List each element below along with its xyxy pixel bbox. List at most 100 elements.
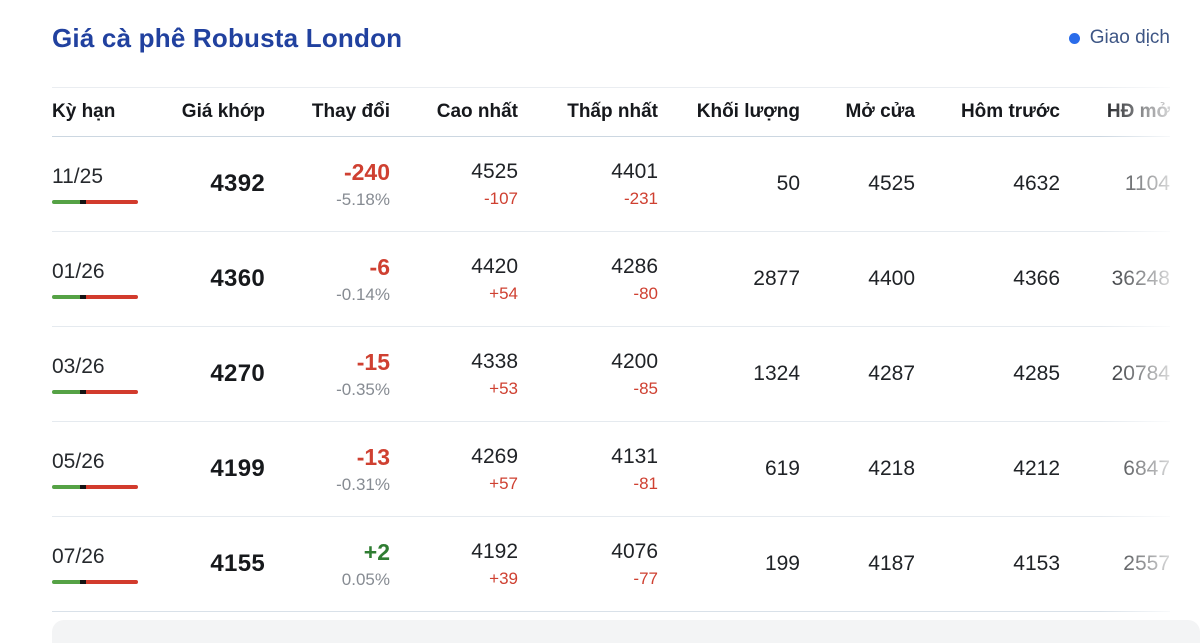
column-header-prev-close: Hôm trước [960,101,1060,122]
column-header-low: Thấp nhất [567,101,658,122]
prev-close-cell: 4153 [1013,552,1060,575]
term-label: 11/25 [52,164,103,188]
range-bar [52,199,138,204]
low-cell: 4076 -77 [518,539,658,589]
high-delta: +39 [489,569,518,589]
table-row: 07/26 4155 +2 0.05% 4192 +39 4076 -77 19… [52,517,1170,612]
change-percent: -5.18% [336,189,390,209]
low-cell: 4401 -231 [518,159,658,209]
open-interest-cell: 20784 [1111,362,1170,385]
change-value: -13 [356,443,390,470]
open-cell: 4218 [868,457,915,480]
prev-close-cell: 4632 [1013,172,1060,195]
status-dot-icon [1068,32,1080,44]
column-header-high: Cao nhất [436,101,518,122]
term-label: 01/26 [52,259,105,283]
term-label: 03/26 [52,354,105,378]
match-price: 4360 [210,265,265,292]
table-row: 11/25 4392 -240 -5.18% 4525 -107 4401 -2… [52,137,1170,232]
term-label: 05/26 [52,449,105,473]
range-bar [52,579,138,584]
prev-close-cell: 4285 [1013,362,1060,385]
column-header-open-interest: HĐ mở [1106,101,1170,122]
change-value: -15 [356,348,390,375]
low-delta: -77 [633,569,658,589]
term-label: 07/26 [52,544,105,568]
open-cell: 4400 [868,267,915,290]
table-row: 03/26 4270 -15 -0.35% 4338 +53 4200 -85 … [52,327,1170,422]
term-cell: 07/26 [52,545,162,584]
high-value: 4420 [471,255,518,279]
widget-topbar: Giá cà phê Robusta London Giao dịch [52,0,1170,59]
match-price: 4199 [210,455,265,482]
open-interest-cell: 6847 [1123,457,1170,480]
term-cell: 03/26 [52,355,162,394]
term-cell: 11/25 [52,165,162,204]
low-cell: 4131 -81 [518,444,658,494]
trading-status[interactable]: Giao dịch [1068,27,1170,49]
change-cell: +2 0.05% [265,539,390,590]
column-header-open: Mở cửa [845,101,915,122]
high-delta: +57 [489,474,518,494]
low-value: 4076 [611,540,658,564]
high-delta: +54 [489,284,518,304]
volume-cell: 1324 [753,362,800,385]
high-value: 4525 [471,160,518,184]
change-percent: -0.14% [336,284,390,304]
term-cell: 05/26 [52,450,162,489]
change-cell: -240 -5.18% [265,159,390,210]
open-interest-cell: 1104 [1124,172,1170,195]
high-cell: 4269 +57 [390,444,518,494]
match-price: 4155 [210,550,265,577]
low-delta: -80 [633,284,658,304]
range-bar [52,294,138,299]
column-header-term: Kỳ hạn [52,101,116,122]
low-delta: -231 [623,189,658,209]
high-cell: 4420 +54 [390,254,518,304]
change-percent: 0.05% [341,569,390,589]
volume-cell: 50 [776,172,800,195]
change-value: -6 [369,253,390,280]
high-cell: 4338 +53 [390,349,518,399]
change-cell: -6 -0.14% [265,254,390,305]
high-value: 4338 [471,350,518,374]
match-price: 4270 [210,360,265,387]
high-cell: 4192 +39 [390,539,518,589]
high-delta: +53 [489,379,518,399]
table-row: 05/26 4199 -13 -0.31% 4269 +57 4131 -81 … [52,422,1170,517]
column-header-change: Thay đổi [311,101,390,122]
status-label: Giao dịch [1089,27,1170,48]
price-widget: Giá cà phê Robusta London Giao dịch Kỳ h… [52,0,1170,612]
change-cell: -13 -0.31% [265,444,390,495]
prev-close-cell: 4212 [1013,457,1060,480]
range-bar [52,389,138,394]
column-header-volume: Khối lượng [696,101,800,122]
volume-cell: 619 [764,457,800,480]
next-section-preview [52,620,1200,643]
open-interest-cell: 36248 [1111,267,1170,290]
range-bar [52,484,138,489]
high-cell: 4525 -107 [390,159,518,209]
change-value: +2 [363,538,390,565]
low-value: 4200 [611,350,658,374]
page-title: Giá cà phê Robusta London [52,22,403,53]
prev-close-cell: 4366 [1013,267,1060,290]
low-delta: -85 [633,379,658,399]
volume-cell: 199 [764,552,800,575]
change-cell: -15 -0.35% [265,349,390,400]
term-cell: 01/26 [52,260,162,299]
change-percent: -0.31% [336,474,390,494]
low-cell: 4200 -85 [518,349,658,399]
open-cell: 4187 [868,552,915,575]
table-row: 01/26 4360 -6 -0.14% 4420 +54 4286 -80 2… [52,232,1170,327]
high-value: 4192 [471,540,518,564]
open-cell: 4525 [868,172,915,195]
high-value: 4269 [471,445,518,469]
table-header: Kỳ hạn Giá khớp Thay đổi Cao nhất Thấp n… [52,87,1170,137]
volume-cell: 2877 [753,267,800,290]
open-cell: 4287 [868,362,915,385]
open-interest-cell: 2557 [1123,552,1170,575]
high-delta: -107 [483,189,518,209]
match-price: 4392 [210,170,265,197]
change-value: -240 [343,158,390,185]
